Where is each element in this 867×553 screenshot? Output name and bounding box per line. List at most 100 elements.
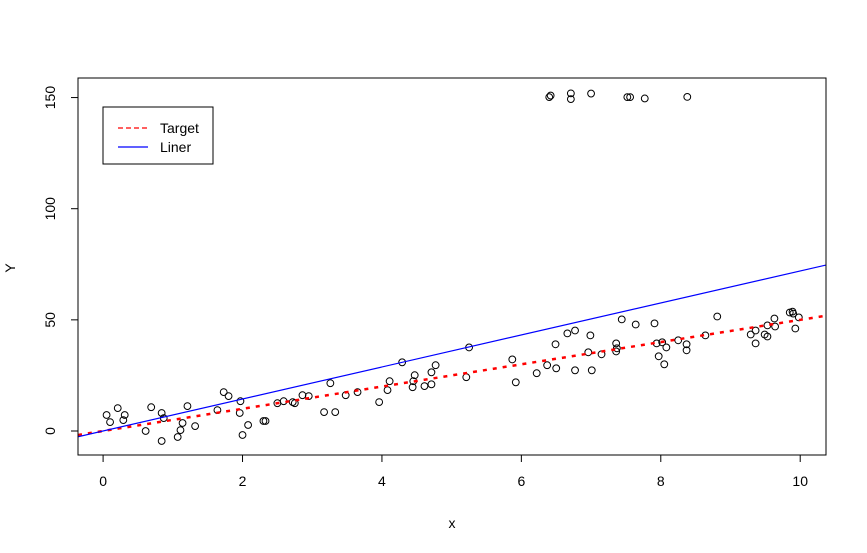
data-point [586,331,595,340]
data-point [375,398,384,406]
data-point [682,340,691,349]
legend-box [102,106,214,165]
x-axis-title: x [449,515,456,531]
data-point [545,93,554,102]
data-point [791,324,800,333]
x-tick-label: 8 [657,473,665,489]
data-point [552,364,561,373]
data-point [584,348,593,357]
data-point [320,408,328,416]
data-point [612,344,621,353]
data-point [789,309,798,318]
fit-lines [78,264,826,438]
data-point [751,339,760,348]
data-point [398,358,407,367]
legend-liner-label: Liner [160,139,191,155]
data-point [304,392,313,400]
data-point [571,326,579,335]
data-point [331,408,340,416]
data-point [219,388,228,396]
y-axis-title: Y [2,263,18,273]
data-point [563,329,572,338]
data-point [674,336,683,345]
data-point [587,89,595,98]
data-point [746,330,755,339]
data-point [751,326,760,335]
y-tick-label: 50 [42,312,58,328]
data-points [102,89,803,445]
data-point [551,340,560,349]
data-point [654,352,663,361]
data-point [408,383,417,392]
data-point [290,399,299,408]
x-tick-label: 4 [378,473,386,489]
data-point [658,338,667,347]
data-point [157,409,166,417]
data-point [794,313,803,322]
data-point [683,92,692,101]
x-tick-label: 2 [239,473,247,489]
x-tick-label: 0 [99,473,107,489]
data-point [617,315,626,324]
legend: Target Liner [102,106,214,165]
data-point [353,388,362,396]
data-point [244,421,252,429]
x-tick-label: 6 [517,473,525,489]
data-point [427,380,436,389]
plot-border [77,77,827,456]
data-point [650,319,659,328]
y-tick-label: 150 [42,86,58,110]
data-point [770,314,779,323]
data-point [176,426,185,435]
data-point [102,411,111,419]
x-axis: 0 2 4 6 8 10 [99,455,808,489]
data-point [546,91,555,100]
data-point [763,332,772,341]
legend-target-label: Target [160,120,199,136]
y-axis: 0 50 100 150 [42,86,78,435]
data-point [543,361,552,370]
data-point [119,416,128,425]
data-point [113,404,122,412]
data-point [141,427,150,435]
liner-line [78,264,826,438]
data-point [383,386,392,394]
data-point [420,382,429,390]
data-point [410,371,419,380]
data-point [261,417,270,425]
data-point [259,417,268,425]
x-tick-label: 10 [792,473,808,489]
data-point [612,347,621,356]
data-point [173,433,182,441]
target-line [78,314,826,437]
data-point [147,403,156,412]
data-point [626,93,635,102]
data-point [571,366,579,375]
data-point [566,95,575,104]
data-point [508,355,517,364]
data-point [191,422,200,431]
data-point [682,346,691,355]
data-point [587,366,596,375]
data-point [660,360,669,369]
data-point [427,368,436,377]
data-point [385,377,394,386]
data-point [224,392,233,400]
data-point [662,343,671,352]
data-point [640,94,649,103]
data-point [462,373,471,382]
data-point [431,361,440,370]
data-point [236,397,245,406]
data-point [713,312,722,321]
data-point [771,322,780,331]
data-point [631,320,640,329]
data-point [157,437,166,445]
data-point [566,89,575,98]
data-point [532,369,541,378]
data-point [612,339,621,348]
data-point [183,402,192,410]
data-point [511,378,520,387]
data-point [238,431,247,439]
data-point [106,418,114,427]
